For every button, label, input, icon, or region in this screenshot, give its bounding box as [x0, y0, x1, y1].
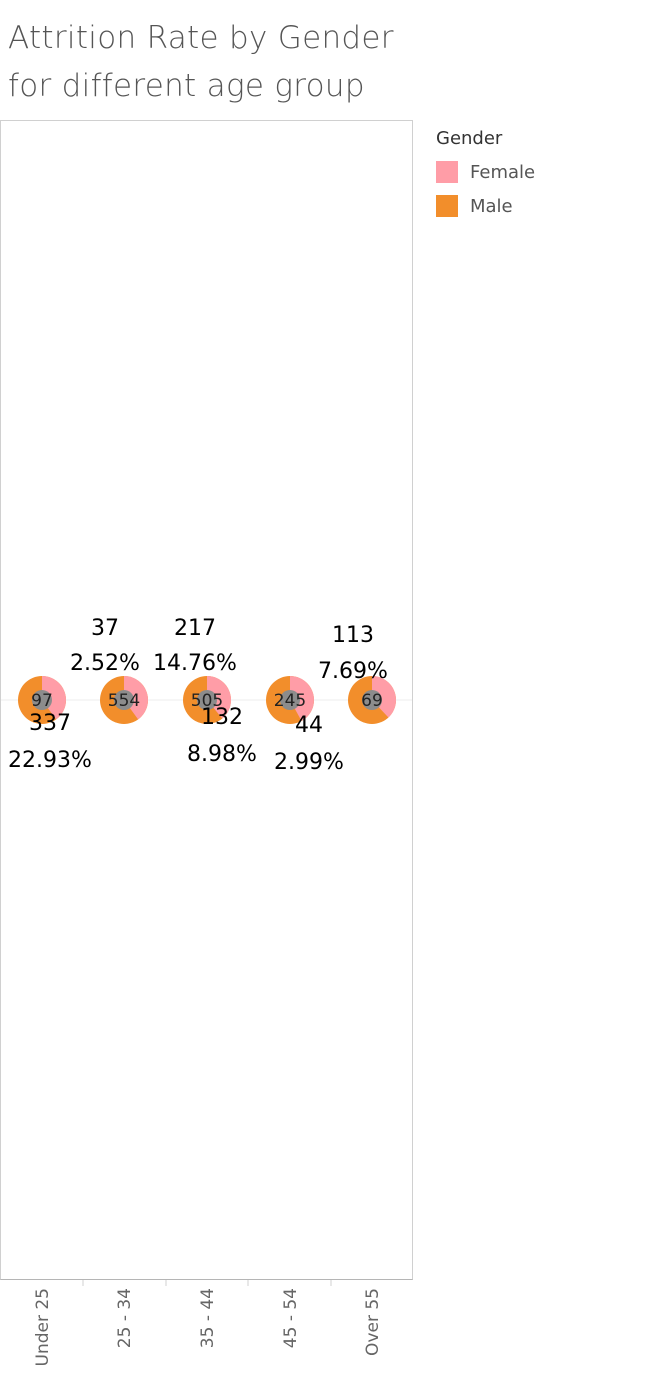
legend-label-female: Female — [470, 161, 536, 183]
percent-label: 8.98% — [187, 742, 257, 767]
x-tick-label: Over 55 — [363, 1288, 383, 1356]
percent-label: 2.52% — [70, 651, 140, 676]
percent-label: 14.76% — [153, 651, 237, 676]
pie-center-label: 505 — [191, 691, 223, 711]
pie-center — [197, 690, 217, 710]
x-tick-label: 35 - 44 — [198, 1288, 218, 1348]
count-label: 217 — [174, 616, 216, 641]
chart-title: Attrition Rate by Gender for different a… — [8, 14, 394, 110]
pie-center — [362, 690, 382, 710]
pie-center-label: 97 — [31, 691, 53, 711]
female-swatch — [436, 161, 458, 183]
pie-center — [114, 690, 134, 710]
count-label: 37 — [91, 616, 119, 641]
pie-center-label: 69 — [361, 691, 383, 711]
pie-center — [280, 690, 300, 710]
pie-slice-female — [207, 676, 231, 719]
legend-title: Gender — [436, 128, 503, 149]
pie-slice-female — [42, 676, 67, 720]
count-label: 337 — [29, 711, 71, 736]
male-swatch — [436, 195, 458, 217]
count-label: 44 — [295, 713, 323, 738]
pie-slice-female — [290, 676, 314, 722]
x-tick-label: Under 25 — [33, 1288, 53, 1367]
pie-center — [32, 690, 52, 710]
x-tick-label: 25 - 34 — [115, 1288, 135, 1348]
title-line-1: Attrition Rate by Gender — [8, 20, 394, 56]
title-line-2: for different age group — [8, 68, 365, 104]
pie-center-label: 245 — [274, 691, 306, 711]
x-tick-label: 45 - 54 — [281, 1288, 301, 1348]
percent-label: 2.99% — [274, 750, 344, 775]
plot-area — [0, 120, 413, 1280]
legend-item-female[interactable]: Female — [436, 155, 535, 189]
percent-label: 7.69% — [318, 659, 388, 684]
pie-slice-female — [372, 676, 397, 718]
pie-center-label: 554 — [108, 691, 140, 711]
legend-label-male: Male — [470, 195, 513, 217]
count-label: 113 — [332, 623, 374, 648]
pie-slice-female — [124, 676, 149, 720]
legend-item-male[interactable]: Male — [436, 189, 535, 223]
percent-label: 22.93% — [8, 748, 92, 773]
count-label: 132 — [201, 705, 243, 730]
legend: Gender Female Male — [436, 128, 535, 223]
